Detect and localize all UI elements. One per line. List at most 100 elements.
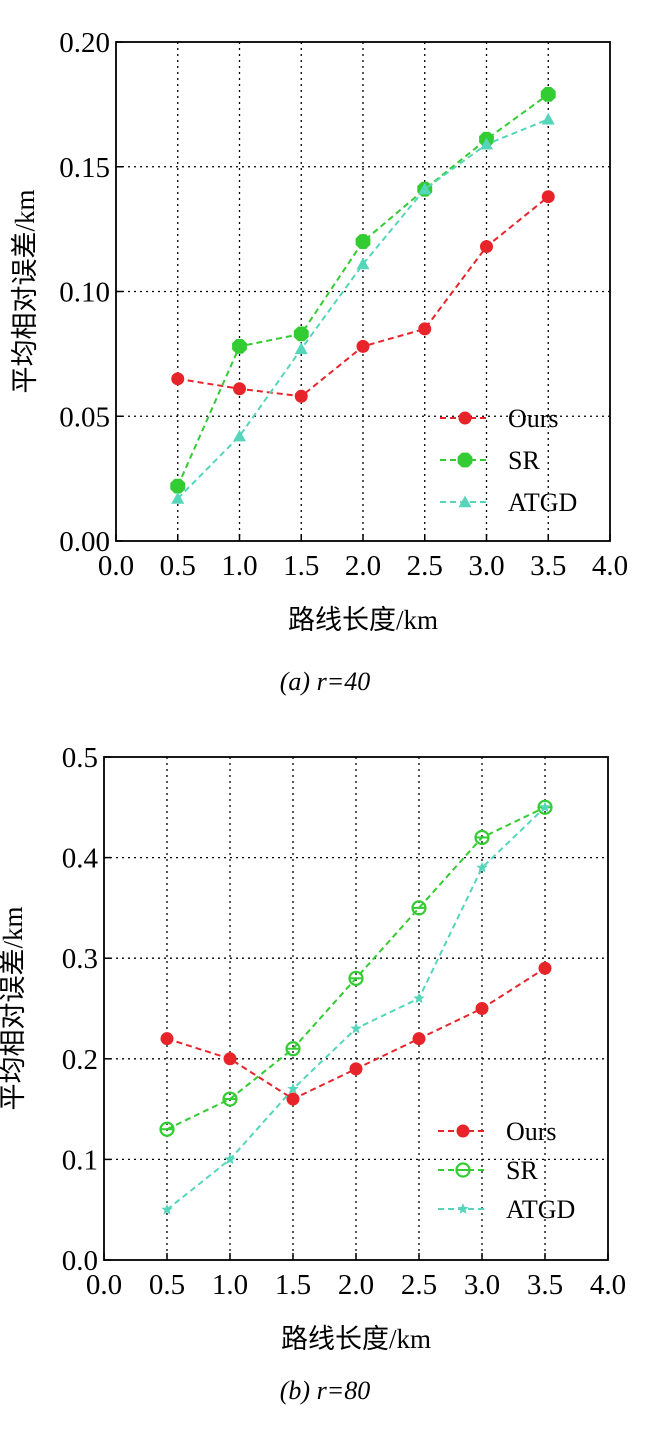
x-tick-label: 1.0 [212, 1269, 248, 1301]
series-ours-point [418, 322, 432, 336]
series-atgd-line [177, 118, 549, 500]
legend-item-ours: Ours [440, 404, 559, 433]
legend-item-sr: SR [438, 1156, 538, 1185]
series-atgd-point [541, 112, 555, 125]
series-atgd-point [171, 492, 185, 504]
y-tick-label: 0.10 [59, 277, 110, 309]
series-atgd-point [539, 801, 551, 813]
series-ours [171, 190, 555, 403]
series-atgd-point [224, 1153, 236, 1165]
legend-item-atgd: ATGD [440, 488, 577, 517]
x-tick-label: 3.5 [527, 1269, 563, 1301]
chart-b-legend: Ours SR ATGD [438, 1117, 575, 1224]
x-tick-label: 2.5 [401, 1269, 437, 1301]
legend-item-sr: SR [440, 446, 540, 475]
legend-marker [456, 1124, 470, 1138]
series-atgd-point [418, 182, 432, 195]
legend-label: SR [508, 446, 540, 475]
x-axis-label: 路线长度/km [281, 1324, 431, 1354]
x-tick-label: 0.0 [98, 550, 134, 582]
y-axis-label: 平均相对误差/km [0, 906, 28, 1110]
series-atgd-point [294, 342, 308, 355]
series-sr-point [159, 1121, 175, 1137]
x-tick-label: 1.5 [275, 1269, 311, 1301]
x-tick-label: 2.0 [338, 1269, 374, 1301]
series-sr-point [355, 234, 371, 249]
series-sr-point [293, 326, 309, 342]
legend-marker [457, 1203, 469, 1214]
y-tick-label: 0.3 [62, 943, 98, 975]
x-tick-label: 2.0 [345, 550, 381, 582]
series-atgd [171, 112, 555, 504]
series-ours-point [160, 1032, 174, 1046]
series-atgd-point [413, 992, 425, 1004]
legend-marker [455, 1162, 471, 1178]
series-ours-point [223, 1052, 237, 1066]
series-atgd-point [233, 429, 246, 442]
chart-a-legend: Ours SR ATGD [440, 404, 577, 517]
x-tick-label: 1.0 [221, 550, 257, 582]
chart-a-grid [116, 42, 610, 541]
series-sr-point [232, 339, 247, 354]
x-tick-label: 3.5 [530, 550, 566, 582]
series-ours-point [286, 1092, 300, 1106]
x-tick-label: 3.0 [464, 1269, 500, 1301]
series-sr-point [222, 1091, 238, 1107]
y-tick-label: 0.00 [59, 526, 110, 558]
y-tick-label: 0.05 [59, 401, 110, 433]
y-tick-label: 0.4 [62, 843, 99, 875]
legend-item-ours: Ours [438, 1117, 557, 1146]
x-tick-label: 2.5 [407, 550, 443, 582]
chart-b-caption: (b) r=80 [279, 1376, 371, 1405]
y-tick-label: 0.2 [62, 1044, 98, 1076]
series-sr-point [348, 970, 364, 986]
legend-item-atgd: ATGD [438, 1195, 575, 1224]
chart-a: 0.0 0.5 1.0 1.5 2.0 2.5 3.0 3.5 4.0 0.00 0.05 0.10 0… [10, 27, 628, 635]
series-atgd-point [480, 137, 493, 150]
x-tick-label: 4.0 [590, 1269, 626, 1301]
legend-marker [458, 411, 472, 425]
series-ours-point [480, 240, 493, 254]
series-ours [160, 961, 552, 1106]
legend-label: ATGD [506, 1195, 575, 1224]
x-tick-label: 4.0 [592, 550, 628, 582]
series-ours-point [356, 339, 370, 353]
y-tick-label: 0.5 [62, 742, 98, 774]
y-axis-label: 平均相对误差/km [10, 189, 40, 393]
series-ours-point [294, 389, 308, 403]
series-sr-point [474, 829, 490, 846]
series-atgd-point [350, 1022, 362, 1034]
chart-b-grid [104, 757, 608, 1260]
chart-b: 0.0 0.5 1.0 1.5 2.0 2.5 3.0 3.5 4.0 0.0 0.1 0.2 0.3 0… [0, 742, 626, 1354]
y-tick-label: 0.15 [59, 152, 110, 184]
legend-label: Ours [506, 1117, 557, 1146]
legend-label: SR [506, 1156, 538, 1185]
series-ours-point [538, 961, 552, 975]
series-ours-point [412, 1032, 426, 1046]
x-tick-label: 0.5 [149, 1269, 185, 1301]
series-sr-point [285, 1041, 301, 1057]
legend-marker [457, 452, 473, 468]
series-ours-point [541, 190, 555, 204]
y-tick-label: 0.20 [59, 27, 110, 59]
legend-label: Ours [508, 404, 559, 433]
x-tick-label: 0.5 [160, 550, 196, 582]
series-atgd-point [476, 861, 488, 873]
chart-a-caption: (a) r=40 [279, 667, 371, 696]
series-atgd-point [356, 257, 370, 270]
series-sr-point [540, 87, 556, 102]
series-sr-point [170, 478, 186, 494]
series-ours-point [349, 1062, 363, 1076]
series-ours-point [233, 382, 246, 396]
series-sr-point [411, 900, 427, 916]
series-ours-point [475, 1002, 489, 1015]
series-sr [159, 799, 553, 1137]
series-atgd-point [161, 1203, 173, 1215]
x-tick-label: 1.5 [283, 550, 319, 582]
x-tick-label: 3.0 [468, 550, 504, 582]
legend-marker [458, 495, 472, 508]
series-ours-point [171, 372, 185, 386]
legend-label: ATGD [508, 488, 577, 517]
x-tick-label: 0.0 [86, 1269, 122, 1301]
